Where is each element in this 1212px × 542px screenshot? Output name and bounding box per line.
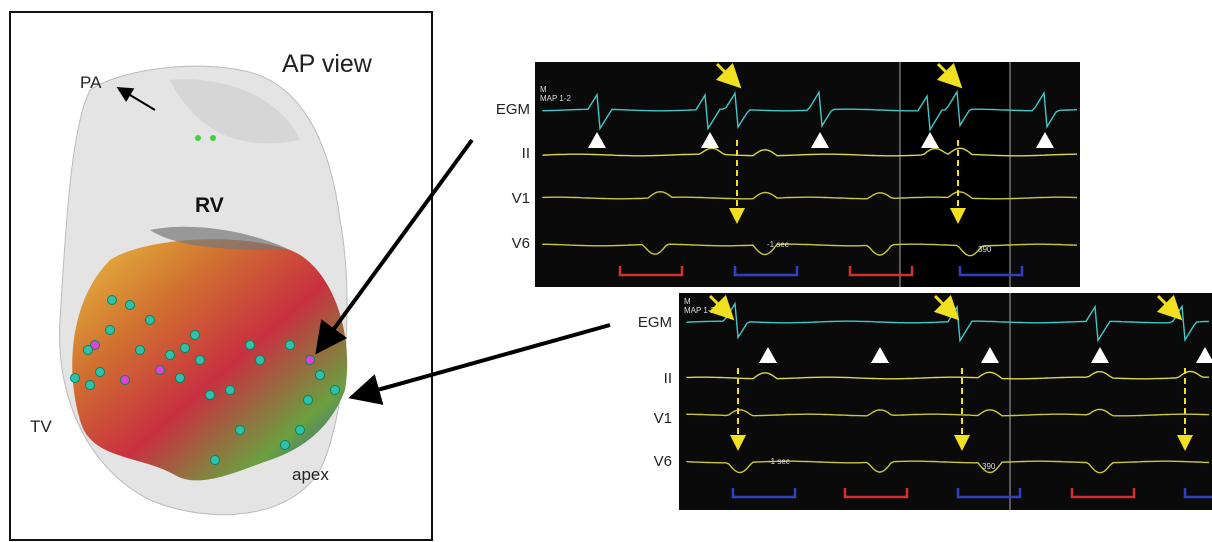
lead-label: EGM — [638, 314, 672, 331]
map-point — [166, 351, 175, 360]
apex-label: apex — [292, 465, 329, 484]
rv-label: RV — [195, 194, 224, 217]
tv-label: TV — [30, 417, 52, 436]
interval-note: 390 — [982, 462, 996, 471]
figure: AP view PA RV TV apex EGMIIV1V6MMAP 1-2-… — [0, 0, 1212, 542]
tag-dot — [210, 135, 216, 141]
map-point — [156, 366, 165, 375]
page: AP view PA RV TV apex EGMIIV1V6MMAP 1-2-… — [0, 0, 1212, 542]
map-point — [206, 391, 215, 400]
lead-label: V6 — [654, 453, 672, 470]
map-point — [86, 381, 95, 390]
lead-label: EGM — [496, 101, 530, 118]
map-point — [126, 301, 135, 310]
map-point — [96, 368, 105, 377]
channel-tag: M — [684, 297, 691, 306]
map-point — [176, 374, 185, 383]
map-point — [211, 456, 220, 465]
map-point — [136, 346, 145, 355]
channel-tag: M — [540, 85, 547, 94]
map-point — [196, 356, 205, 365]
time-note: -1 sec — [767, 240, 789, 249]
map-point — [304, 396, 313, 405]
map-point — [281, 441, 290, 450]
channel-name: MAP 1-2 — [540, 94, 572, 103]
time-note: -1 sec — [768, 457, 790, 466]
map-point — [71, 374, 80, 383]
channel-name: MAP 1-2 — [684, 306, 716, 315]
trace-panel — [679, 293, 1212, 510]
map-point — [121, 376, 130, 385]
map-point — [296, 426, 305, 435]
map-point — [191, 331, 200, 340]
map-point — [84, 346, 93, 355]
lead-label: II — [522, 145, 530, 162]
map-point — [181, 344, 190, 353]
map-point — [306, 356, 315, 365]
lead-label: V1 — [512, 190, 530, 207]
lead-label: V6 — [512, 235, 530, 252]
pa-label: PA — [80, 73, 102, 92]
map-point — [316, 371, 325, 380]
map-point — [146, 316, 155, 325]
map-point — [286, 341, 295, 350]
lead-label: II — [664, 370, 672, 387]
map-point — [331, 386, 340, 395]
map-point — [246, 341, 255, 350]
map-point — [108, 296, 117, 305]
map-point — [256, 356, 265, 365]
view-label: AP view — [282, 50, 373, 78]
tag-dot — [195, 135, 201, 141]
interval-note: 390 — [978, 245, 992, 254]
map-point — [106, 326, 115, 335]
map-point — [236, 426, 245, 435]
lead-label: V1 — [654, 410, 672, 427]
map-point — [226, 386, 235, 395]
